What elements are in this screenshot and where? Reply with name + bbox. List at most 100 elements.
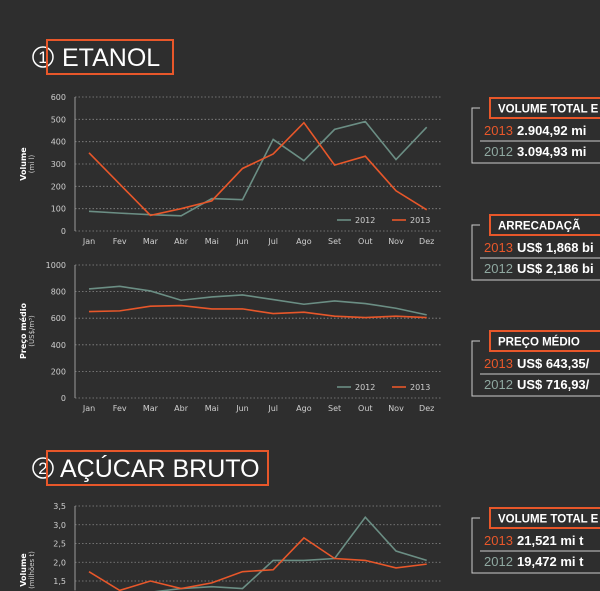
x-tick-label: Jul bbox=[267, 237, 278, 246]
panel-value: 21,521 mi t bbox=[517, 533, 584, 548]
y-tick-label: 2,5 bbox=[53, 540, 66, 549]
panel-title-box bbox=[489, 97, 600, 119]
line-series bbox=[88, 285, 427, 316]
section-box bbox=[46, 39, 174, 75]
y-tick-label: 200 bbox=[51, 367, 66, 376]
x-tick-label: Fev bbox=[113, 237, 127, 246]
y-tick-label: 600 bbox=[51, 93, 66, 102]
panel-value: US$ 643,35/ bbox=[517, 356, 590, 371]
x-tick-label: Jan bbox=[82, 404, 95, 413]
y-tick-label: 200 bbox=[51, 182, 66, 191]
x-tick-label: Ago bbox=[296, 404, 312, 413]
panel-value: 3.094,93 mi bbox=[517, 144, 586, 159]
y-tick-label: 300 bbox=[51, 160, 66, 169]
x-tick-label: Out bbox=[358, 237, 373, 246]
line-series bbox=[88, 304, 427, 319]
panel-title-box bbox=[489, 330, 600, 352]
chart: Preço médio (US$/m³) 0 200 400 600 800 1000 Jan F… bbox=[18, 261, 442, 413]
x-tick-label: Ago bbox=[296, 237, 312, 246]
x-tick-label: Set bbox=[328, 404, 341, 413]
panel-bracket bbox=[471, 340, 600, 397]
y-axis-title: Volume bbox=[19, 553, 28, 587]
legend-label: 2013 bbox=[410, 216, 430, 225]
legend-label: 2012 bbox=[355, 216, 375, 225]
y-tick-label: 600 bbox=[51, 314, 66, 323]
x-tick-label: Jun bbox=[235, 237, 249, 246]
panel-value: 19,472 mi t bbox=[517, 554, 584, 569]
panel-value: US$ 2,186 bi bbox=[517, 261, 594, 276]
y-tick-label: 1,5 bbox=[53, 577, 66, 586]
x-tick-label: Mar bbox=[143, 237, 159, 246]
x-tick-label: Out bbox=[358, 404, 373, 413]
panel-year: 2012 bbox=[484, 144, 513, 159]
y-axis-title: Volume bbox=[19, 147, 28, 181]
section-title: AÇÚCAR BRUTO bbox=[60, 454, 260, 483]
panel-year: 2013 bbox=[484, 533, 513, 548]
section-number: 2 bbox=[38, 459, 47, 478]
section-header: 1 ETANOL bbox=[32, 39, 174, 75]
x-tick-label: Set bbox=[328, 237, 341, 246]
panel-title: ARRECADAÇÃ bbox=[498, 220, 580, 233]
y-tick-label: 400 bbox=[51, 341, 66, 350]
panel-value: US$ 716,93/ bbox=[517, 377, 590, 392]
panel-year: 2013 bbox=[484, 123, 513, 138]
line-series bbox=[88, 120, 428, 217]
section-number-circle bbox=[32, 457, 54, 479]
panel-year: 2012 bbox=[484, 377, 513, 392]
panel-value: US$ 1,868 bi bbox=[517, 240, 594, 255]
y-tick-label: 3,0 bbox=[53, 521, 66, 530]
y-axis-title: Preço médio bbox=[18, 303, 28, 359]
panel-title: VOLUME TOTAL E bbox=[498, 514, 599, 526]
legend-label: 2012 bbox=[355, 383, 375, 392]
x-tick-label: Dez bbox=[419, 404, 434, 413]
panel-title: PREÇO MÉDIO bbox=[498, 336, 580, 349]
legend-label: 2013 bbox=[410, 383, 430, 392]
section-title: ETANOL bbox=[62, 44, 160, 72]
x-tick-label: Mai bbox=[205, 237, 219, 246]
line-series bbox=[88, 121, 428, 217]
panel-year: 2012 bbox=[484, 554, 513, 569]
x-tick-label: Abr bbox=[174, 404, 189, 413]
y-axis-subtitle: (milhões t) bbox=[28, 551, 36, 589]
y-axis-subtitle: (mi l) bbox=[28, 155, 36, 174]
line-series bbox=[154, 515, 427, 591]
x-tick-label: Abr bbox=[174, 237, 189, 246]
x-tick-label: Nov bbox=[388, 404, 404, 413]
panel-year: 2013 bbox=[484, 356, 513, 371]
panel-bracket bbox=[471, 224, 600, 281]
y-tick-label: 0 bbox=[61, 227, 66, 236]
y-tick-label: 500 bbox=[51, 115, 66, 124]
x-tick-label: Jan bbox=[82, 237, 95, 246]
y-axis-subtitle: (US$/m³) bbox=[28, 315, 36, 347]
chart: Volume (mi l) 0 100 200 300 400 500 600 Jan Fev Mar… bbox=[19, 93, 442, 246]
panel-year: 2012 bbox=[484, 261, 513, 276]
chart: Volume (milhões t) 1,5 2,0 2,5 3,0 3,5 bbox=[19, 502, 442, 591]
y-tick-label: 800 bbox=[51, 288, 66, 297]
x-tick-label: Mar bbox=[143, 404, 159, 413]
panel-year: 2013 bbox=[484, 240, 513, 255]
section-header: 2 AÇÚCAR BRUTO bbox=[32, 450, 269, 486]
section-number-circle bbox=[32, 46, 54, 68]
x-tick-label: Dez bbox=[419, 237, 434, 246]
panel-title: VOLUME TOTAL E bbox=[498, 104, 599, 116]
x-tick-label: Fev bbox=[113, 404, 127, 413]
panel-title-box bbox=[489, 507, 600, 529]
panel-bracket bbox=[471, 107, 600, 164]
y-tick-label: 400 bbox=[51, 138, 66, 147]
x-tick-label: Jul bbox=[267, 404, 278, 413]
panel-value: 2.904,92 mi bbox=[517, 123, 586, 138]
y-tick-label: 2,0 bbox=[53, 558, 66, 567]
y-tick-label: 3,5 bbox=[53, 502, 66, 511]
line-series bbox=[88, 536, 427, 591]
section-box bbox=[46, 450, 269, 486]
x-tick-label: Mai bbox=[205, 404, 219, 413]
y-tick-label: 1000 bbox=[46, 261, 66, 270]
x-tick-label: Jun bbox=[235, 404, 249, 413]
panel-bracket bbox=[471, 517, 600, 574]
panel-title-box bbox=[489, 214, 600, 236]
y-tick-label: 0 bbox=[61, 394, 66, 403]
section-number: 1 bbox=[38, 48, 47, 67]
x-tick-label: Nov bbox=[388, 237, 404, 246]
